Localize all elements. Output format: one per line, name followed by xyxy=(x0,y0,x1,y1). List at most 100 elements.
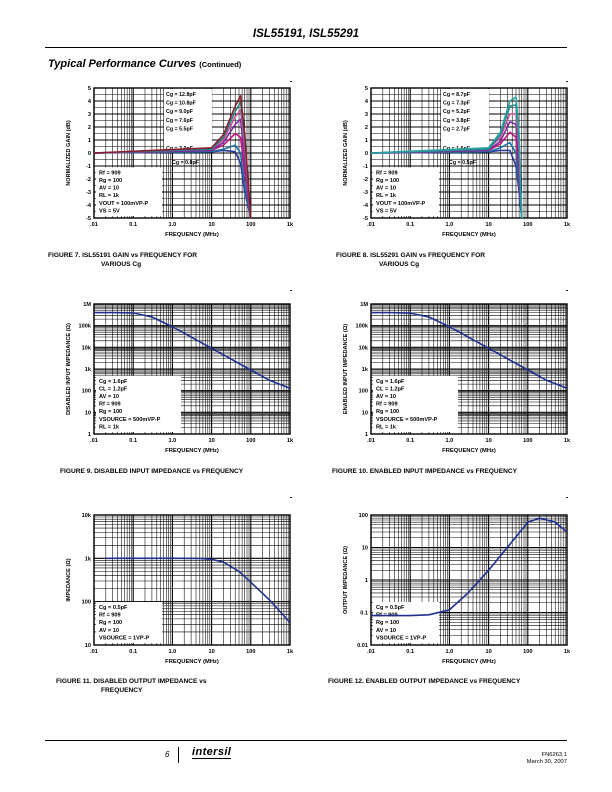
series-line xyxy=(93,144,252,219)
legend-parameter: VS = 5V xyxy=(99,208,120,214)
y-tick-label: 0 xyxy=(88,151,91,157)
figure-10-caption: FIGURE 10. ENABLED INPUT IMPEDANCE vs FR… xyxy=(332,467,517,476)
caption-line: FREQUENCY xyxy=(101,687,143,694)
legend-parameter: VS = 5V xyxy=(376,208,397,214)
series-line xyxy=(94,311,291,389)
corner-mark xyxy=(290,290,292,291)
figure-12-caption: FIGURE 12. ENABLED OUTPUT IMPEDANCE vs F… xyxy=(328,677,520,686)
y-tick-label: 5 xyxy=(365,86,368,92)
y-axis-label: OUTPUT IMPEDANCE (Ω) xyxy=(343,546,349,614)
corner-mark xyxy=(290,81,292,82)
section-title: Typical Performance Curves (Continued) xyxy=(48,58,241,70)
legend-parameter: Rf = 909 xyxy=(376,402,398,408)
y-tick-label: 1k xyxy=(85,556,92,562)
plot-frame xyxy=(370,303,568,435)
legend-parameter: Cg = 0.5pF xyxy=(99,605,128,611)
y-tick-label: 10 xyxy=(362,546,368,552)
cg-annotation: Cg = 12.8pF xyxy=(166,92,197,98)
caption-line: FIGURE 8. ISL55291 GAIN vs FREQUENCY FOR xyxy=(336,252,486,259)
legend-parameter: VOUT = 100mVP-P xyxy=(99,201,149,207)
y-tick-label: 4 xyxy=(88,99,92,105)
x-tick-label: .01 xyxy=(90,222,98,228)
legend-parameter: RL = 1k xyxy=(376,193,397,199)
legend-parameter: Rg = 100 xyxy=(99,620,122,626)
y-axis-label: ENABLED INPUT IMPEDANCE (Ω) xyxy=(343,324,349,414)
x-axis-label: FREQUENCY (MHz) xyxy=(442,448,496,454)
annotation-box xyxy=(164,89,212,151)
legend-box xyxy=(373,375,458,432)
y-tick-label: 10k xyxy=(82,513,92,519)
cg-annotation: Cg = 9.0pF xyxy=(166,109,194,115)
legend-parameter: VSOURCE = 1VP-P xyxy=(99,635,149,641)
caption-line: VARIOUS Cg xyxy=(101,261,142,268)
y-tick-label: 1k xyxy=(85,367,92,373)
y-tick-label: 1 xyxy=(365,138,368,144)
x-tick-label: 100 xyxy=(246,222,255,228)
x-tick-label: 0.1 xyxy=(406,438,414,444)
legend-parameter: Rg = 100 xyxy=(376,620,399,626)
legend-parameter: Rg = 100 xyxy=(376,409,399,415)
figure-11-chart: .01 0.1 1.0 10 100 1k 10k 1k 100 10 FREQUENCY (MHz… xyxy=(38,511,298,681)
y-tick-label: -1 xyxy=(86,164,91,170)
x-tick-label: .01 xyxy=(90,438,98,444)
cg-annotation: Cg = 0.5pF xyxy=(449,160,477,166)
y-axis-label: NORMALIZED GAIN (dB) xyxy=(66,120,72,186)
y-tick-label: -2 xyxy=(86,177,91,183)
cg-annotation: Cg = 8.7pF xyxy=(443,92,471,98)
y-axis-label: NORMALIZED GAIN (dB) xyxy=(343,120,349,186)
caption-line: FIGURE 9. DISABLED INPUT IMPEDANCE vs FR… xyxy=(60,468,244,475)
y-tick-label: 100 xyxy=(359,389,368,395)
legend-parameter: AV = 10 xyxy=(376,186,396,192)
y-tick-label: 4 xyxy=(365,99,369,105)
x-tick-label: 0.1 xyxy=(406,222,414,228)
y-tick-label: 100 xyxy=(359,513,368,519)
x-tick-label: 10 xyxy=(208,649,214,655)
series-line xyxy=(370,96,523,219)
x-tick-label: 1.0 xyxy=(446,438,454,444)
legend-parameter: VOUT = 100mVP-P xyxy=(376,201,426,207)
cg-annotation: Cg = 5.2pF xyxy=(443,109,471,115)
x-tick-label: 1k xyxy=(287,438,294,444)
figure-8-chart: .01 0.1 1.0 10 100 1k 5 4 3 2 1 0 -1 -2 -3 -4 -5 FREQUENC… xyxy=(315,84,575,254)
corner-mark xyxy=(290,497,292,498)
legend-parameter: CL = 1.2pF xyxy=(376,386,405,392)
series-line xyxy=(371,311,568,389)
x-tick-label: .01 xyxy=(367,222,375,228)
footer-separator xyxy=(178,747,179,763)
intersil-logo: intersil xyxy=(192,746,232,759)
series-line xyxy=(105,557,291,624)
x-tick-label: 1.0 xyxy=(169,222,177,228)
y-tick-label: 0.01 xyxy=(357,643,368,649)
caption-line: FIGURE 10. ENABLED INPUT IMPEDANCE vs FR… xyxy=(332,468,518,475)
x-tick-label: 10 xyxy=(485,438,491,444)
legend-parameter: VSOURCE = 500mVP-P xyxy=(376,417,438,423)
corner-mark xyxy=(566,497,568,498)
y-tick-label: 0.1 xyxy=(360,611,368,617)
legend-parameter: Cg = 0.5pF xyxy=(376,605,405,611)
legend-parameter: AV = 10 xyxy=(99,394,119,400)
legend-box xyxy=(96,167,162,216)
legend-parameter: RL = 1k xyxy=(376,424,397,430)
x-tick-label: 10 xyxy=(485,649,491,655)
y-tick-label: 3 xyxy=(365,112,368,118)
chart-svg: .01 0.1 1.0 10 100 1k 1M 100k 10k 1k 100 10 1 FREQUEN… xyxy=(66,302,294,454)
x-axis-label: FREQUENCY (MHz) xyxy=(442,232,496,238)
x-tick-label: 0.1 xyxy=(129,649,137,655)
y-tick-label: -2 xyxy=(363,177,368,183)
legend-parameter: RL = 1k xyxy=(99,193,120,199)
chart-svg: .01 0.1 1.0 10 100 1k543210-1-2-3-4-5FREQUENC… xyxy=(343,86,571,238)
y-tick-label: 10 xyxy=(85,643,91,649)
cg-annotation: Cg = 3.8pF xyxy=(443,118,471,124)
x-tick-label: 1k xyxy=(564,438,571,444)
legend-parameter: Rf = 909 xyxy=(376,170,398,176)
x-tick-label: 1k xyxy=(287,649,294,655)
y-tick-label: 10k xyxy=(359,345,369,351)
x-tick-label: 0.1 xyxy=(129,438,137,444)
corner-mark xyxy=(566,81,568,82)
x-tick-label: 100 xyxy=(523,438,532,444)
caption-line: FIGURE 7. ISL55191 GAIN vs FREQUENCY FOR xyxy=(48,252,198,259)
legend-parameter: Rf = 909 xyxy=(99,402,121,408)
legend-parameter: Rg = 100 xyxy=(99,178,122,184)
plot-frame xyxy=(93,303,291,435)
x-tick-label: 1k xyxy=(564,222,571,228)
